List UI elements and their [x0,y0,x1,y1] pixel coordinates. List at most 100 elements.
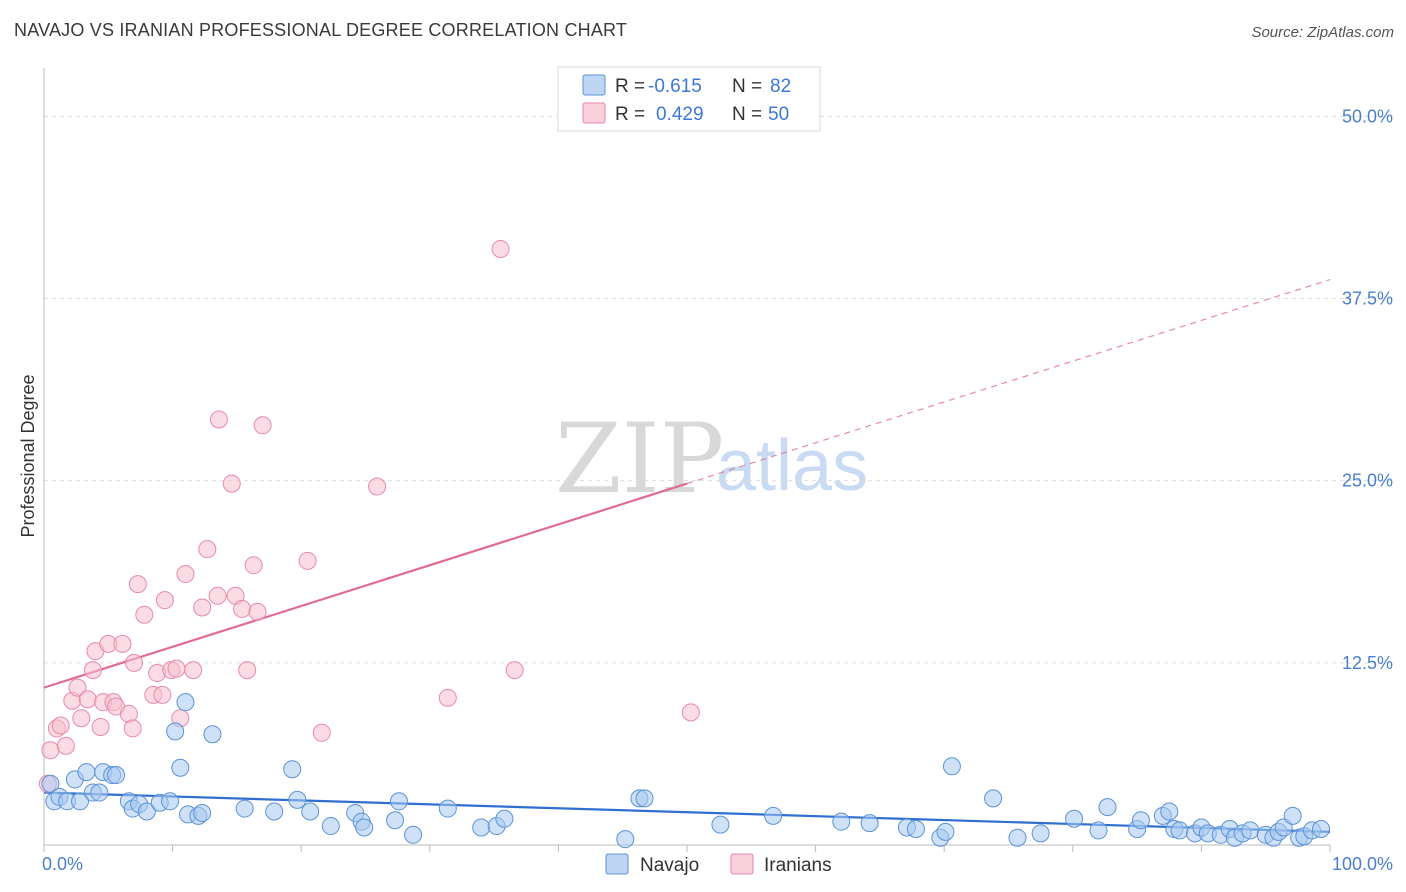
navajo-point [203,725,222,744]
iranians-point [135,605,154,624]
iranians-point [222,474,241,493]
iranians-point [312,723,331,742]
bottom-legend-swatch-iranians [730,853,754,875]
navajo-point [321,817,340,836]
grid-lines [44,115,1392,664]
navajo-points [41,693,1330,849]
iranians-point [505,661,524,680]
iranians-point [198,540,217,559]
navajo-point [71,792,90,811]
watermark-zip: ZIP [555,403,724,515]
axes [43,68,1331,852]
iranians-point [244,556,263,575]
y-axis-title: Professional Degree [18,374,38,537]
navajo-point [389,792,408,811]
navajo-point [1160,802,1179,821]
navajo-point [832,812,851,831]
navajo-point [137,802,156,821]
navajo-point [355,818,374,837]
iranians-point [123,719,142,738]
navajo-point [288,790,307,809]
navajo-point [193,803,212,822]
navajo-point [107,766,126,785]
iranians-point [208,586,227,605]
trend-lines [43,278,1331,833]
legend-swatch-iranians [582,102,606,124]
navajo-point [166,722,185,741]
y-tick-label: 12.5% [1342,653,1393,673]
iranians-point [438,688,457,707]
iranians-point [491,239,510,258]
y-tick-label: 37.5% [1342,289,1393,309]
navajo-point [171,758,190,777]
navajo-point [984,789,1003,808]
legend-n-label-navajo: N = [732,76,762,97]
iranians-points [38,239,700,793]
legend-n-value-navajo: 82 [770,76,791,97]
iranians-point [128,575,147,594]
iranians-point [184,661,203,680]
y-tick-label: 50.0% [1342,106,1393,126]
iranians-point [68,678,87,697]
iranians-point [113,634,132,653]
legend-r-label-iranians: R = [615,104,645,125]
bottom-legend-label-iranians: Iranians [764,855,832,876]
navajo-point [472,818,491,837]
source-credit: Source: ZipAtlas.com [1251,24,1394,41]
iranians-point [209,410,228,429]
iranians-point [167,659,186,678]
navajo-point [1065,809,1084,828]
legend-n-value-iranians: 50 [768,104,789,125]
navajo-point [936,822,955,841]
navajo-point [1170,821,1189,840]
navajo-point [1098,798,1117,817]
iranians-point [193,598,212,617]
navajo-point [41,774,60,793]
bottom-legend-swatch-navajo [605,853,629,875]
correlation-legend: R = -0.615 N = 82 R = 0.429 N = 50 [557,66,821,132]
watermark: ZIP atlas [555,403,868,515]
iranians-point [56,736,75,755]
iranians-point [72,709,91,728]
iranians-point [125,653,144,672]
iranians-point [41,741,60,760]
navajo-point [265,802,284,821]
iranians-point [298,551,317,570]
iranians-trend-line [43,482,688,689]
iranians-trend-extension [686,278,1331,485]
navajo-point [1031,824,1050,843]
navajo-point [161,792,180,811]
iranians-point [83,661,102,680]
chart-title: NAVAJO VS IRANIAN PROFESSIONAL DEGREE CO… [14,20,628,40]
navajo-point [235,799,254,818]
navajo-point [301,802,320,821]
iranians-point [681,703,700,722]
navajo-trend-line [43,791,1331,833]
navajo-point [906,819,925,838]
watermark-atlas: atlas [716,426,868,506]
x-tick-label-max: 100.0% [1332,854,1393,874]
navajo-point [495,809,514,828]
iranians-point [233,599,252,618]
x-tick-label-min: 0.0% [42,854,83,874]
navajo-point [438,799,457,818]
navajo-point [711,815,730,834]
navajo-point [860,814,879,833]
navajo-point [283,760,302,779]
legend-swatch-navajo [582,74,606,96]
iranians-point [91,717,110,736]
iranians-point [78,690,97,709]
legend-r-value-navajo: -0.615 [648,76,702,97]
iranians-point [368,477,387,496]
navajo-point [635,789,654,808]
y-tick-label: 25.0% [1342,471,1393,491]
navajo-point [616,830,635,849]
navajo-point [77,763,96,782]
navajo-point [1311,819,1330,838]
bottom-legend-label-navajo: Navajo [640,855,699,876]
series-legend: Navajo Iranians [605,853,832,876]
legend-r-label-navajo: R = [615,76,645,97]
iranians-point [253,416,272,435]
iranians-point [176,564,195,583]
